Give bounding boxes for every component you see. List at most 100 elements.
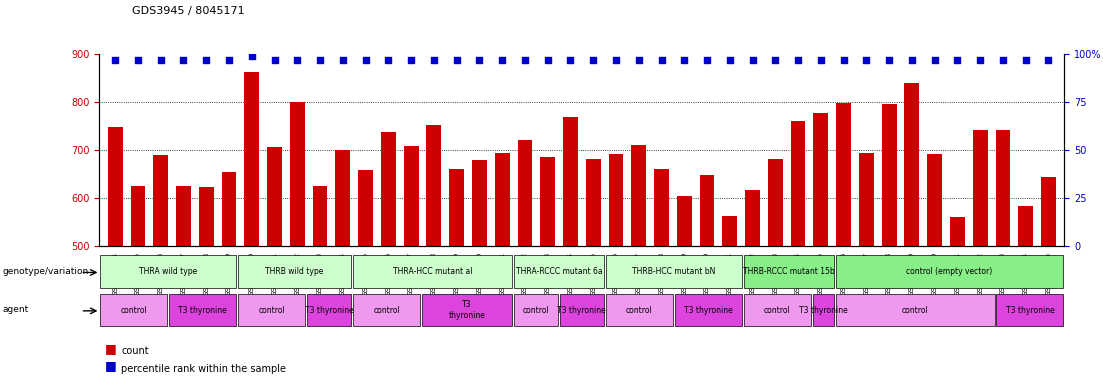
Text: count: count: [121, 346, 149, 356]
Text: T3 thyronine: T3 thyronine: [684, 306, 732, 314]
Text: control: control: [373, 306, 400, 314]
Bar: [813, 294, 834, 326]
Bar: [238, 294, 306, 326]
Point: [289, 56, 307, 63]
Bar: [472, 161, 486, 384]
Point: [561, 56, 579, 63]
Text: THRB wild type: THRB wild type: [266, 267, 324, 276]
Bar: [677, 196, 692, 384]
Bar: [606, 294, 673, 326]
Point: [949, 56, 966, 63]
Point: [1040, 56, 1058, 63]
Bar: [495, 153, 510, 384]
Bar: [540, 157, 555, 384]
Point: [835, 56, 853, 63]
Point: [129, 56, 147, 63]
Point: [790, 56, 807, 63]
Text: control: control: [523, 306, 549, 314]
Bar: [675, 294, 741, 326]
Text: genotype/variation: genotype/variation: [2, 267, 88, 276]
Bar: [586, 159, 601, 384]
Bar: [267, 147, 282, 384]
Point: [243, 53, 260, 59]
Bar: [1018, 206, 1034, 384]
Point: [698, 56, 716, 63]
Bar: [836, 255, 1063, 288]
Bar: [859, 153, 874, 384]
Bar: [631, 145, 646, 384]
Text: T3
thyronine: T3 thyronine: [449, 300, 485, 320]
Text: control: control: [120, 306, 147, 314]
Bar: [996, 130, 1010, 384]
Bar: [312, 186, 328, 384]
Point: [743, 56, 761, 63]
Bar: [358, 170, 373, 384]
Point: [448, 56, 465, 63]
Bar: [238, 255, 351, 288]
Point: [607, 56, 624, 63]
Bar: [169, 294, 236, 326]
Point: [653, 56, 671, 63]
Bar: [514, 294, 558, 326]
Text: control: control: [763, 306, 791, 314]
Point: [221, 56, 238, 63]
Bar: [449, 169, 464, 384]
Bar: [335, 150, 351, 384]
Bar: [950, 217, 965, 384]
Text: THRB-RCCC mutant 15b: THRB-RCCC mutant 15b: [742, 267, 835, 276]
Bar: [222, 172, 236, 384]
Text: percentile rank within the sample: percentile rank within the sample: [121, 364, 287, 374]
Text: THRB-HCC mutant bN: THRB-HCC mutant bN: [632, 267, 716, 276]
Point: [106, 56, 124, 63]
Bar: [100, 294, 168, 326]
Bar: [791, 121, 805, 384]
Point: [972, 56, 989, 63]
Bar: [743, 255, 834, 288]
Bar: [836, 294, 995, 326]
Text: control: control: [901, 306, 929, 314]
Point: [356, 56, 374, 63]
Bar: [563, 117, 578, 384]
Text: GDS3945 / 8045171: GDS3945 / 8045171: [132, 6, 245, 16]
Point: [880, 56, 898, 63]
Text: control (empty vector): control (empty vector): [907, 267, 993, 276]
Point: [767, 56, 784, 63]
Text: control: control: [258, 306, 285, 314]
Point: [1017, 56, 1035, 63]
Point: [903, 56, 921, 63]
Bar: [153, 155, 168, 384]
Point: [379, 56, 397, 63]
Bar: [108, 127, 122, 384]
Bar: [559, 294, 604, 326]
Bar: [130, 186, 146, 384]
Point: [925, 56, 943, 63]
Text: ■: ■: [105, 342, 117, 355]
Text: ■: ■: [105, 359, 117, 372]
Text: THRA-RCCC mutant 6a: THRA-RCCC mutant 6a: [515, 267, 602, 276]
Bar: [813, 113, 828, 384]
Text: T3 thyronine: T3 thyronine: [304, 306, 353, 314]
Bar: [699, 175, 715, 384]
Point: [493, 56, 511, 63]
Text: agent: agent: [2, 305, 29, 314]
Bar: [427, 125, 441, 384]
Point: [516, 56, 534, 63]
Bar: [176, 186, 191, 384]
Bar: [743, 294, 811, 326]
Point: [334, 56, 352, 63]
Text: T3 thyronine: T3 thyronine: [557, 306, 607, 314]
Bar: [353, 255, 512, 288]
Bar: [353, 294, 420, 326]
Point: [721, 56, 739, 63]
Bar: [517, 140, 533, 384]
Point: [197, 56, 215, 63]
Text: control: control: [625, 306, 653, 314]
Point: [585, 56, 602, 63]
Bar: [973, 130, 987, 384]
Point: [403, 56, 420, 63]
Point: [630, 56, 647, 63]
Point: [266, 56, 283, 63]
Bar: [404, 146, 418, 384]
Bar: [928, 154, 942, 384]
Bar: [290, 102, 304, 384]
